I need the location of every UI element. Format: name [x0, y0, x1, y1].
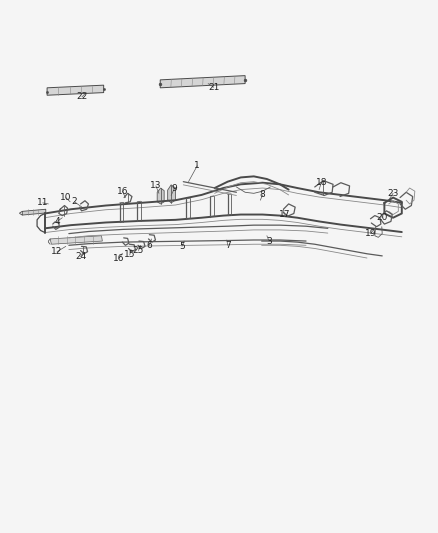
Polygon shape — [168, 185, 176, 203]
Text: 21: 21 — [208, 83, 219, 92]
Text: 23: 23 — [387, 189, 399, 198]
Text: 2: 2 — [72, 197, 78, 206]
Text: 13: 13 — [150, 181, 162, 190]
Text: 5: 5 — [179, 242, 185, 251]
Text: 16: 16 — [113, 254, 125, 263]
Text: 16: 16 — [117, 187, 128, 196]
Polygon shape — [50, 236, 102, 244]
Text: 3: 3 — [266, 237, 272, 246]
Text: 18: 18 — [315, 178, 327, 187]
Text: 19: 19 — [365, 229, 376, 238]
Text: 1: 1 — [194, 161, 200, 170]
Polygon shape — [47, 85, 104, 95]
Text: 17: 17 — [279, 210, 290, 219]
Text: 11: 11 — [37, 198, 49, 207]
Text: 4: 4 — [54, 217, 60, 226]
Text: 24: 24 — [75, 253, 86, 262]
Text: 12: 12 — [51, 247, 63, 256]
Polygon shape — [160, 76, 245, 88]
Text: 10: 10 — [60, 193, 71, 202]
Text: 22: 22 — [76, 92, 88, 101]
Text: 7: 7 — [225, 241, 230, 250]
Text: 8: 8 — [260, 190, 265, 199]
Text: 6: 6 — [146, 241, 152, 250]
Text: 9: 9 — [172, 183, 177, 192]
Polygon shape — [157, 188, 164, 204]
Text: 25: 25 — [133, 246, 144, 255]
Polygon shape — [22, 209, 46, 215]
Text: 20: 20 — [377, 213, 388, 222]
Text: 15: 15 — [124, 251, 135, 260]
